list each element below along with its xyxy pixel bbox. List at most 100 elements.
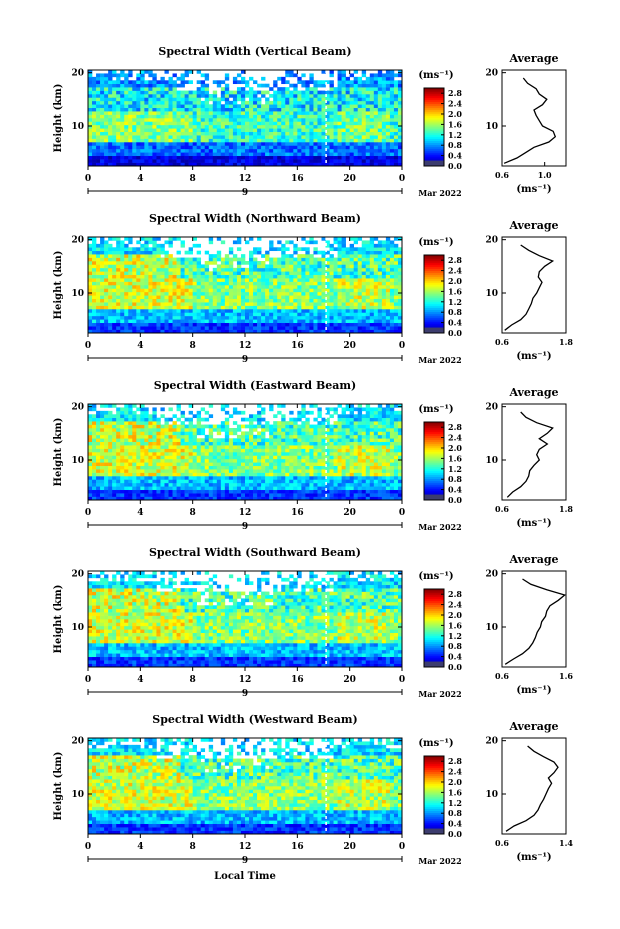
y-tick-label: 20	[71, 570, 84, 580]
panel-title: Spectral Width (Vertical Beam)	[158, 45, 351, 58]
x-tick-label: 8	[190, 675, 196, 685]
x-tick-label: 8	[190, 174, 196, 184]
x-tick-label: 0	[399, 341, 405, 351]
colorbar-tick-label: 0.0	[448, 829, 462, 839]
colorbar-tick-label: 2.4	[448, 600, 462, 610]
avg-y-tick-label: 10	[485, 122, 498, 132]
avg-y-tick-label: 20	[485, 737, 498, 747]
colorbar-tick-label: 1.2	[448, 631, 462, 641]
x-tick-label: 4	[137, 842, 143, 852]
colorbar-tick-label: 2.0	[448, 443, 462, 453]
average-title: Average	[508, 553, 558, 566]
colorbar-tick-label: 2.8	[448, 88, 462, 98]
colorbar-tick-label: 0.0	[448, 662, 462, 672]
date-day-label: 9	[242, 188, 248, 198]
colorbar-tick-label: 1.6	[448, 787, 462, 797]
date-month-label: Mar 2022	[418, 522, 461, 532]
average-title: Average	[508, 219, 558, 232]
colorbar-tick-label: 2.8	[448, 422, 462, 432]
avg-x-tick-label: 1.4	[559, 838, 573, 848]
panel-title: Spectral Width (Northward Beam)	[149, 212, 361, 225]
y-axis-label: Height (km)	[53, 752, 64, 821]
heatmap-cells	[88, 70, 403, 167]
colorbar-tick-label: 0.8	[448, 808, 462, 818]
colorbar-label: (ms⁻¹)	[418, 237, 453, 248]
avg-x-axis-label: (ms⁻¹)	[516, 685, 551, 696]
y-tick-label: 20	[71, 737, 84, 747]
date-month-label: Mar 2022	[418, 689, 461, 699]
colorbar-frame	[423, 87, 445, 167]
colorbar-tick-label: 1.2	[448, 297, 462, 307]
date-month-label: Mar 2022	[418, 856, 461, 866]
x-tick-label: 4	[137, 675, 143, 685]
y-axis-label: Height (km)	[53, 84, 64, 153]
x-tick-label: 4	[137, 174, 143, 184]
avg-x-tick-label: 0.6	[495, 504, 509, 514]
avg-x-axis-label: (ms⁻¹)	[516, 852, 551, 863]
x-tick-label: 16	[291, 174, 304, 184]
avg-x-tick-label: 0.6	[495, 337, 509, 347]
colorbar-label: (ms⁻¹)	[418, 571, 453, 582]
colorbar-tick-label: 2.8	[448, 589, 462, 599]
colorbar-label: (ms⁻¹)	[418, 70, 453, 81]
colorbar-tick-label: 0.4	[448, 652, 462, 662]
colorbar-tick-label: 2.4	[448, 266, 462, 276]
heatmap-cells	[88, 738, 403, 835]
colorbar-label: (ms⁻¹)	[418, 404, 453, 415]
colorbar-tick-label: 0.4	[448, 318, 462, 328]
average-profile-line	[504, 578, 567, 665]
colorbar-tick-label: 1.6	[448, 119, 462, 129]
colorbar-tick-label: 2.0	[448, 610, 462, 620]
panel-title: Spectral Width (Eastward Beam)	[154, 379, 356, 392]
x-tick-label: 20	[343, 341, 356, 351]
y-axis-label: Height (km)	[53, 585, 64, 654]
heatmap-cells	[88, 404, 403, 501]
x-tick-label: 4	[137, 341, 143, 351]
avg-y-tick-label: 20	[485, 236, 498, 246]
x-axis-label: Local Time	[214, 871, 276, 882]
colorbar-frame	[423, 421, 445, 501]
avg-y-tick-label: 10	[485, 456, 498, 466]
colorbar-tick-label: 1.6	[448, 286, 462, 296]
panel-title: Spectral Width (Southward Beam)	[149, 546, 361, 559]
colorbar-tick-label: 1.2	[448, 798, 462, 808]
average-profile-line	[503, 77, 557, 164]
colorbar-tick-label: 0.4	[448, 485, 462, 495]
y-axis-label: Height (km)	[53, 251, 64, 320]
colorbar-tick-label: 2.0	[448, 109, 462, 119]
x-tick-label: 20	[343, 508, 356, 518]
x-tick-label: 12	[239, 842, 252, 852]
y-tick-label: 10	[71, 289, 84, 299]
average-profile-line	[506, 411, 554, 498]
x-tick-label: 12	[239, 341, 252, 351]
colorbar-frame	[423, 254, 445, 334]
y-tick-label: 20	[71, 403, 84, 413]
average-frame	[501, 570, 567, 668]
colorbar-tick-label: 0.8	[448, 140, 462, 150]
colorbar-label: (ms⁻¹)	[418, 738, 453, 749]
avg-x-tick-label: 1.8	[559, 504, 573, 514]
date-day-label: 9	[242, 856, 248, 866]
colorbar-tick-label: 2.0	[448, 276, 462, 286]
average-profile-line	[504, 244, 555, 331]
colorbar-tick-label: 2.4	[448, 767, 462, 777]
avg-y-tick-label: 10	[485, 790, 498, 800]
colorbar-tick-label: 0.8	[448, 474, 462, 484]
colorbar-tick-label: 2.4	[448, 99, 462, 109]
x-tick-label: 4	[137, 508, 143, 518]
x-tick-label: 12	[239, 508, 252, 518]
colorbar-tick-label: 0.4	[448, 151, 462, 161]
avg-x-tick-label: 1.8	[559, 337, 573, 347]
avg-x-tick-label: 0.6	[495, 671, 509, 681]
x-tick-label: 12	[239, 675, 252, 685]
date-day-label: 9	[242, 355, 248, 365]
colorbar-tick-label: 1.6	[448, 620, 462, 630]
colorbar-tick-label: 1.6	[448, 453, 462, 463]
x-tick-label: 16	[291, 508, 304, 518]
colorbar-tick-label: 2.8	[448, 756, 462, 766]
colorbar-tick-label: 0.0	[448, 495, 462, 505]
average-frame	[501, 69, 567, 167]
avg-x-tick-label: 1.6	[559, 671, 573, 681]
colorbar-tick-label: 2.4	[448, 433, 462, 443]
